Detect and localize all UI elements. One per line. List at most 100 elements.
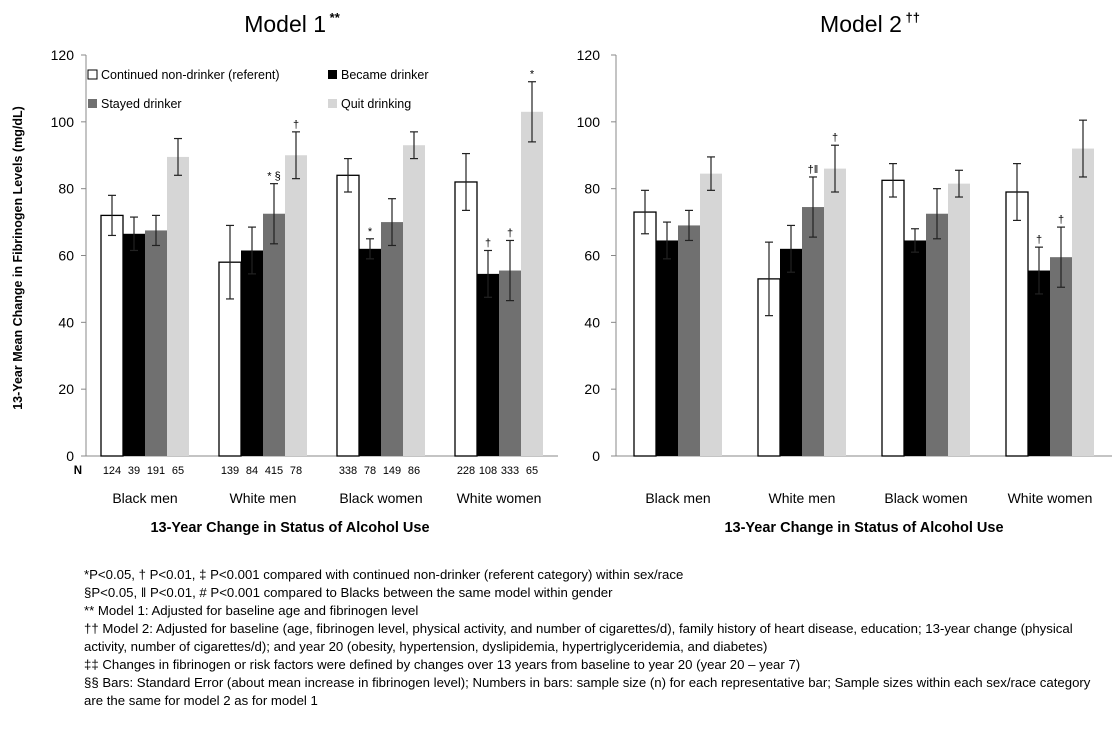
bar-stayed-drinker-white-men <box>263 213 285 456</box>
legend-swatch-quit-drinking <box>328 99 337 108</box>
bar-quit-drinking-black-women <box>403 145 425 456</box>
y-tick-label: 120 <box>577 47 601 63</box>
footnote-fibrinogen-change: ‡‡ Changes in fibrinogen or risk factors… <box>84 657 801 672</box>
sample-size-label: 86 <box>408 465 420 477</box>
significance-annotation: † <box>832 132 838 144</box>
legend: Continued non-drinker (referent) Became d… <box>87 68 429 111</box>
bar-became-drinker-white-men <box>780 248 802 456</box>
bar-continued-non-drinker-referent-black-women <box>336 174 360 457</box>
bar-continued-non-drinker-referent-black-men <box>100 214 124 457</box>
y-tick-label: 20 <box>584 381 600 397</box>
footnotes: *P<0.05, † P<0.01, ‡ P<0.001 compared wi… <box>84 566 1104 710</box>
bar-became-drinker-black-men <box>656 240 678 456</box>
legend-swatch-stayed-drinker <box>88 99 97 108</box>
sample-size-label: 191 <box>147 465 165 477</box>
bar-became-drinker-white-women <box>477 273 499 456</box>
legend-label-continued-non-drinker-referent: Continued non-drinker (referent) <box>101 68 280 82</box>
bar-stayed-drinker-black-men <box>678 225 700 456</box>
category-label: White women <box>1008 490 1093 506</box>
chart-title: Model 2 †† <box>820 10 920 37</box>
category-label: White men <box>230 490 297 506</box>
category-label: Black women <box>884 490 967 506</box>
legend-swatch-continued-non-drinker-referent <box>87 69 98 80</box>
bar-group-white-men: 139 84 * § 415 † 78 White men <box>218 119 307 506</box>
bar-stayed-drinker-black-women <box>926 213 948 456</box>
sample-size-label: 139 <box>221 465 239 477</box>
bar-continued-non-drinker-referent-white-women <box>454 181 478 457</box>
sample-size-label: 338 <box>339 465 357 477</box>
bar-continued-non-drinker-referent-black-women <box>881 179 905 457</box>
significance-annotation: * § <box>267 171 280 183</box>
bar-group-black-men: Black men <box>633 156 722 506</box>
significance-annotation: † <box>485 237 491 249</box>
y-tick-label: 80 <box>58 181 74 197</box>
bar-quit-drinking-black-women <box>948 183 970 456</box>
category-label: White women <box>457 490 542 506</box>
sample-size-label: 333 <box>501 465 519 477</box>
significance-annotation: † <box>507 227 513 239</box>
significance-annotation: * <box>368 226 373 238</box>
bar-stayed-drinker-white-women <box>1050 257 1072 456</box>
bar-became-drinker-black-women <box>904 240 926 456</box>
sample-size-label: 108 <box>479 465 497 477</box>
bar-quit-drinking-white-men <box>824 168 846 456</box>
bar-quit-drinking-white-men <box>285 155 307 456</box>
y-tick-label: 20 <box>58 381 74 397</box>
bar-continued-non-drinker-referent-white-women <box>1005 191 1029 457</box>
chart-title: Model 1 ** <box>244 10 340 37</box>
y-tick-label: 40 <box>58 314 74 330</box>
footnote-significance-referent: *P<0.05, † P<0.01, ‡ P<0.001 compared wi… <box>84 567 684 582</box>
bar-stayed-drinker-white-men <box>802 207 824 456</box>
significance-annotation: † <box>1036 234 1042 246</box>
footnote-model-2: †† Model 2: Adjusted for baseline (age, … <box>84 621 1073 654</box>
legend-label-stayed-drinker: Stayed drinker <box>101 97 182 111</box>
x-axis-title: 13-Year Change in Status of Alcohol Use <box>724 520 1003 536</box>
bar-became-drinker-black-men <box>123 233 145 456</box>
y-tick-label: 0 <box>66 448 74 464</box>
significance-annotation: †‖ <box>808 164 819 176</box>
y-tick-label: 60 <box>584 248 600 264</box>
sample-size-label: 149 <box>383 465 401 477</box>
y-tick-label: 100 <box>51 114 75 130</box>
bar-stayed-drinker-white-women <box>499 270 521 456</box>
bar-continued-non-drinker-referent-black-men <box>633 211 657 457</box>
y-tick-label: 40 <box>584 314 600 330</box>
bar-group-white-women: 228 † 108 † 333 * 65 White women <box>454 69 543 506</box>
category-label: Black women <box>339 490 422 506</box>
significance-annotation: * <box>530 69 535 81</box>
chart-title-text: Model 1 <box>244 11 326 37</box>
bar-quit-drinking-black-men <box>167 156 189 456</box>
sample-size-label: 124 <box>103 465 121 477</box>
bar-quit-drinking-black-men <box>700 173 722 457</box>
bar-stayed-drinker-black-men <box>145 230 167 456</box>
bar-group-white-women: † † White women <box>1005 119 1094 506</box>
y-tick-label: 60 <box>58 248 74 264</box>
category-label: Black men <box>112 490 177 506</box>
bar-group-white-men: †‖ † White men <box>757 132 846 506</box>
legend-swatch-became-drinker <box>328 70 337 79</box>
bar-became-drinker-white-men <box>241 250 263 456</box>
chart-title-superscript: ** <box>326 10 341 25</box>
bar-stayed-drinker-black-women <box>381 222 403 456</box>
legend-label-became-drinker: Became drinker <box>341 68 429 82</box>
sample-size-label: 84 <box>246 465 258 477</box>
y-tick-label: 120 <box>51 47 75 63</box>
y-tick-label: 0 <box>592 448 600 464</box>
bar-became-drinker-black-women <box>359 248 381 456</box>
x-axis-title: 13-Year Change in Status of Alcohol Use <box>150 520 429 536</box>
footnote-bars: §§ Bars: Standard Error (about mean incr… <box>84 675 1091 708</box>
bar-group-black-women: 338 * 78 149 86 Black women <box>336 131 425 506</box>
sample-size-label: 415 <box>265 465 283 477</box>
bar-quit-drinking-white-women <box>1072 148 1094 457</box>
legend-label-quit-drinking: Quit drinking <box>341 97 411 111</box>
bar-quit-drinking-white-women <box>521 111 543 456</box>
significance-annotation: † <box>1058 214 1064 226</box>
sample-size-label: 65 <box>526 465 538 477</box>
y-tick-label: 100 <box>577 114 601 130</box>
footnote-significance-blacks: §P<0.05, ‖ P<0.01, # P<0.001 compared to… <box>84 585 613 600</box>
sample-size-label: 39 <box>128 465 140 477</box>
bar-group-black-men: 124 39 191 65 Black men <box>100 137 189 506</box>
